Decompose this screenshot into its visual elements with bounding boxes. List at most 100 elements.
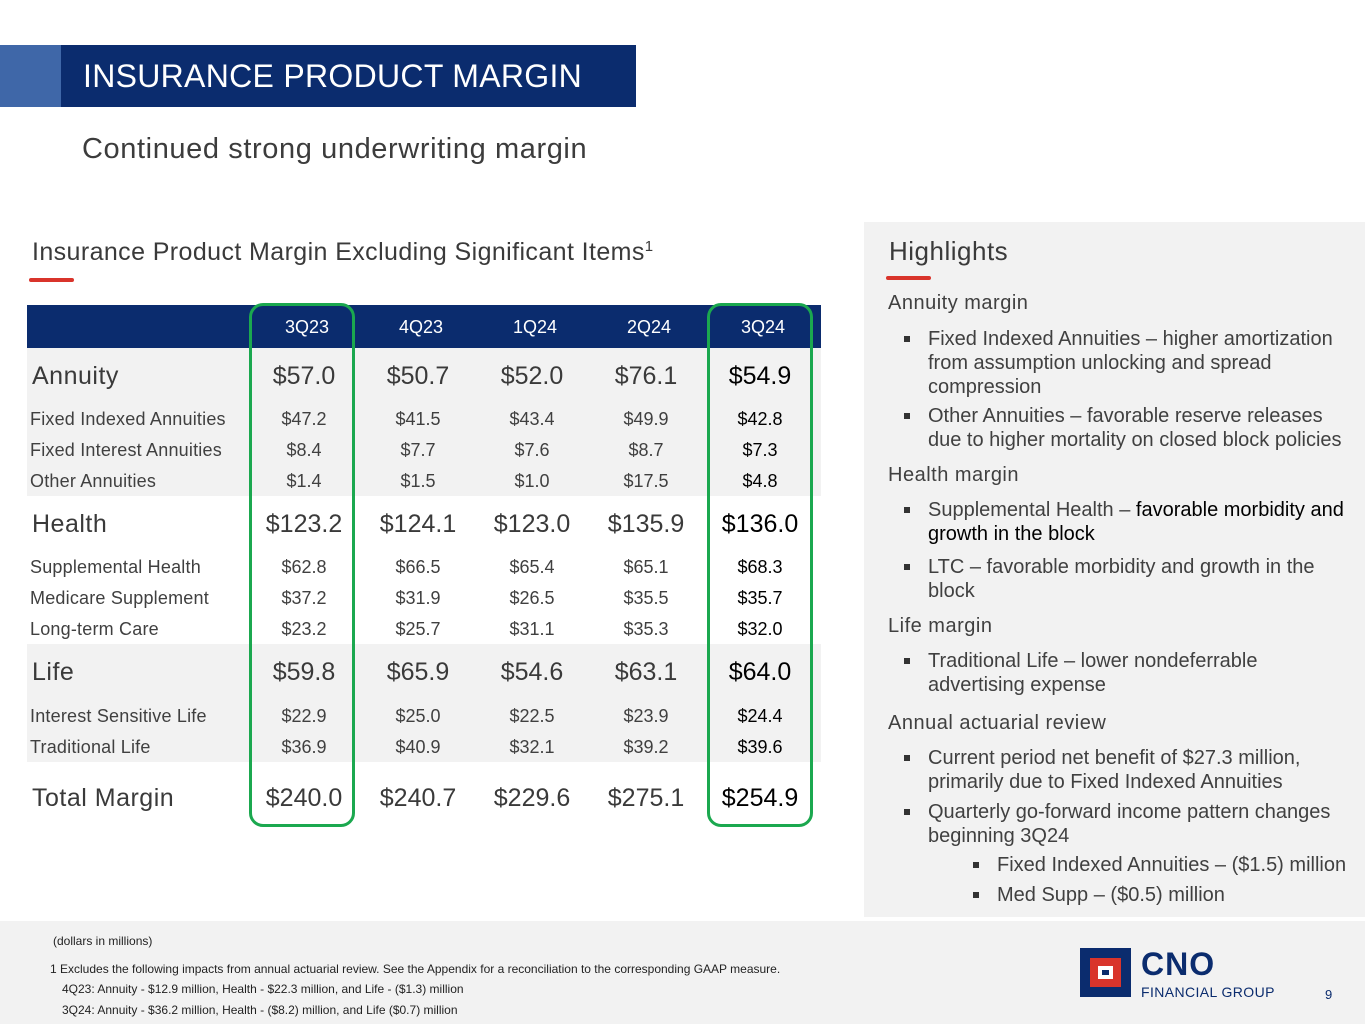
title-bar — [61, 45, 636, 107]
bullet-text: Traditional Life – lower nondeferrable a… — [928, 650, 1258, 696]
table-cell: $17.5 — [623, 471, 669, 491]
table-cell: $229.6 — [493, 784, 571, 812]
bullet-icon — [904, 658, 910, 664]
table-cell: $40.9 — [395, 737, 441, 757]
footnote-4q23: 4Q23: Annuity - $12.9 million, Health - … — [62, 982, 464, 996]
table-cell: $22.9 — [281, 706, 327, 726]
footnote-3q24: 3Q24: Annuity - $36.2 million, Health - … — [62, 1003, 458, 1017]
table-cell: $8.4 — [286, 440, 322, 460]
table-title-underline — [29, 278, 74, 282]
table-cell: $31.9 — [395, 588, 441, 608]
highlight-outline-3q23 — [249, 303, 355, 827]
row-label-medicare-supplement: Medicare Supplement — [30, 588, 209, 608]
table-cell: $52.0 — [500, 362, 564, 390]
logo-square-blue — [1102, 970, 1109, 975]
bullet-icon — [973, 892, 979, 898]
footer-band — [0, 921, 1365, 1024]
page-title: INSURANCE PRODUCT MARGIN — [83, 58, 583, 94]
bullet-icon — [904, 413, 910, 419]
table-cell: $37.2 — [281, 588, 327, 608]
list-item: Fixed Indexed Annuities – higher amortiz… — [904, 327, 1348, 399]
table-cell: $1.0 — [514, 471, 550, 491]
table-cell: $41.5 — [395, 409, 441, 429]
table-cell: $42.8 — [737, 409, 783, 429]
table-cell: $39.6 — [737, 737, 783, 757]
table-cell: $7.7 — [400, 440, 436, 460]
table-cell: $32.1 — [509, 737, 555, 757]
life-band — [27, 644, 821, 762]
table-cell: $8.7 — [628, 440, 664, 460]
bullet-text: Med Supp – ($0.5) million — [997, 884, 1225, 906]
table-cell: $54.6 — [500, 658, 564, 686]
logo-square-red — [1090, 958, 1121, 987]
list-item: Fixed Indexed Annuities – ($1.5) million — [973, 853, 1357, 877]
footnote-1: 1 Excludes the following impacts from an… — [50, 962, 781, 976]
list-item: Current period net benefit of $27.3 mill… — [904, 746, 1348, 794]
row-label-long-term-care: Long-term Care — [30, 619, 159, 639]
table-cell: $32.0 — [737, 619, 783, 639]
table-title: Insurance Product Margin Excluding Signi… — [32, 238, 654, 267]
col-header-3q23: 3Q23 — [284, 317, 330, 337]
logo-square-white — [1098, 966, 1113, 979]
annuity-margin-heading: Annuity margin — [888, 292, 1029, 314]
table-cell: $275.1 — [607, 784, 685, 812]
bullet-icon — [904, 755, 910, 761]
bullet-text: Supplemental Health – — [928, 499, 1136, 521]
page-subtitle: Continued strong underwriting margin — [82, 133, 588, 165]
highlights-panel — [864, 222, 1365, 917]
row-label-traditional-life: Traditional Life — [30, 737, 151, 757]
row-label-fixed-indexed-annuities: Fixed Indexed Annuities — [30, 409, 226, 429]
table-header-bar — [27, 305, 821, 348]
highlights-title: Highlights — [889, 236, 1009, 266]
bullet-text: LTC – favorable morbidity and growth in … — [928, 556, 1315, 602]
table-title-text: Insurance Product Margin Excluding Signi… — [32, 238, 645, 266]
page-number: 9 — [1325, 987, 1333, 1002]
bullet-text: Fixed Indexed Annuities – higher amortiz… — [928, 328, 1333, 398]
bullet-icon — [904, 564, 910, 570]
bullet-text: Fixed Indexed Annuities – ($1.5) million — [997, 854, 1347, 876]
list-item: Quarterly go-forward income pattern chan… — [904, 800, 1348, 848]
row-label-health: Health — [32, 510, 108, 538]
table-cell: $1.5 — [400, 471, 436, 491]
bullet-icon — [904, 336, 910, 342]
table-cell: $7.3 — [742, 440, 778, 460]
annual-review-heading: Annual actuarial review — [888, 712, 1107, 734]
table-cell: $68.3 — [737, 557, 783, 577]
table-cell: $4.8 — [742, 471, 778, 491]
table-cell: $23.2 — [281, 619, 327, 639]
table-cell: $57.0 — [272, 362, 336, 390]
bullet-text: Current period net benefit of $27.3 mill… — [928, 747, 1301, 793]
highlight-outline-3q24 — [707, 303, 813, 827]
list-item: Med Supp – ($0.5) million — [973, 883, 1357, 907]
list-item: Other Annuities – favorable reserve rele… — [904, 404, 1348, 452]
table-cell: $31.1 — [509, 619, 555, 639]
footnote-marker: 1 — [644, 238, 654, 255]
table-cell: $124.1 — [379, 510, 457, 538]
table-cell: $76.1 — [614, 362, 678, 390]
table-cell: $240.0 — [265, 784, 343, 812]
table-cell: $39.2 — [623, 737, 669, 757]
table-cell: $64.0 — [728, 658, 792, 686]
highlights-underline — [886, 276, 931, 280]
row-label-supplemental-health: Supplemental Health — [30, 557, 201, 577]
table-cell: $54.9 — [728, 362, 792, 390]
table-cell: $50.7 — [386, 362, 450, 390]
table-cell: $63.1 — [614, 658, 678, 686]
bullet-text-emphasis: favorable morbidity and growth in the bl… — [928, 499, 1344, 545]
table-cell: $36.9 — [281, 737, 327, 757]
row-label-total-margin: Total Margin — [32, 784, 175, 812]
table-cell: $66.5 — [395, 557, 441, 577]
row-label-fixed-interest-annuities: Fixed Interest Annuities — [30, 440, 222, 460]
bullet-icon — [904, 809, 910, 815]
col-header-1q24: 1Q24 — [512, 317, 558, 337]
row-label-life: Life — [32, 658, 75, 686]
table-cell: $49.9 — [623, 409, 669, 429]
table-cell: $59.8 — [272, 658, 336, 686]
table-cell: $47.2 — [281, 409, 327, 429]
bullet-text: Other Annuities – favorable reserve rele… — [928, 405, 1342, 451]
health-margin-heading: Health margin — [888, 464, 1020, 486]
table-cell: $7.6 — [514, 440, 550, 460]
table-cell: $240.7 — [379, 784, 457, 812]
list-item: Supplemental Health – favorable morbidit… — [904, 498, 1348, 546]
logo-subtitle: FINANCIAL GROUP — [1141, 984, 1275, 1000]
